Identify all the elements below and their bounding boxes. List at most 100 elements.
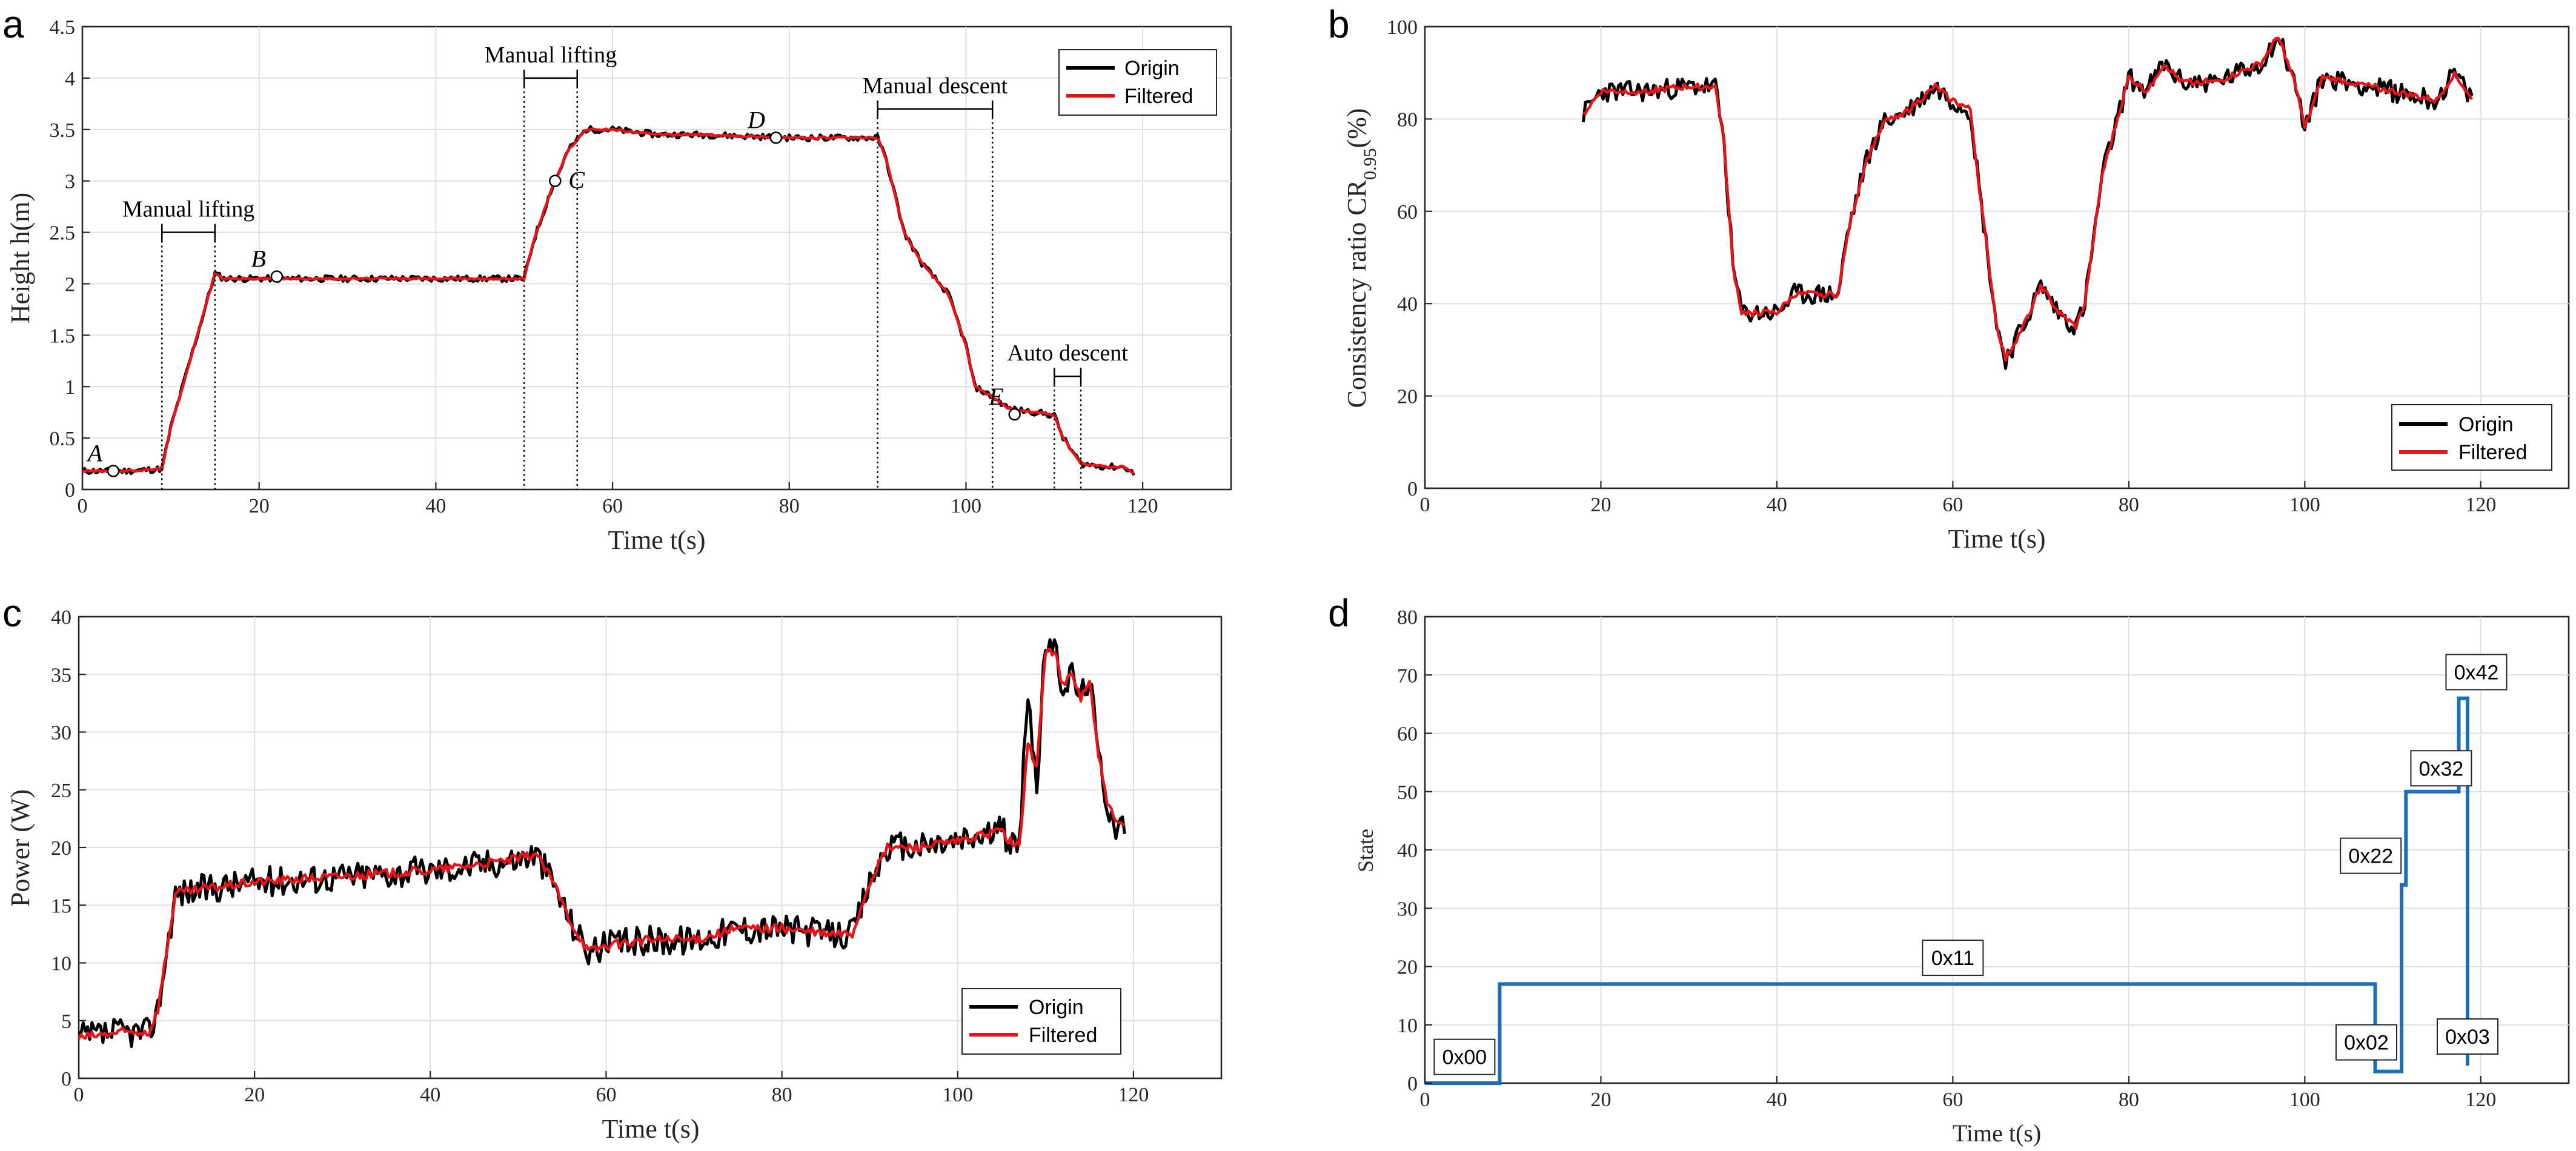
tick-label-y-a: 4.5 (50, 16, 76, 39)
state-label-4: 0x32 (2419, 757, 2464, 780)
state-label-box-3 (2340, 837, 2402, 874)
tick-label-y-b: 60 (1397, 201, 1418, 224)
series-line-state-d (1425, 696, 2469, 1085)
tick-label-x-b: 60 (1942, 494, 1963, 516)
tick-label-y-c: 40 (51, 606, 71, 629)
tick-label-x-d: 40 (1767, 1089, 1787, 1111)
legend-c: Origin Filtered (961, 988, 1121, 1055)
tick-label-x-a: 20 (249, 495, 270, 517)
tick-label-y-d: 60 (1397, 723, 1418, 746)
x-axis-label-a: Time t(s) (608, 525, 706, 555)
state-label-0: 0x00 (1442, 1046, 1487, 1069)
tick-label-x-c: 120 (1118, 1084, 1149, 1106)
state-label-3: 0x22 (2348, 845, 2393, 868)
legend-label-origin-b: Origin (2458, 413, 2514, 436)
tick-label-y-a: 1 (65, 376, 75, 399)
state-label-box-0 (1433, 1038, 1496, 1075)
tick-label-y-c: 5 (61, 1010, 71, 1033)
series-group-c (77, 638, 1126, 1048)
tick-label-y-d: 20 (1397, 957, 1418, 979)
legend-b: Origin Filtered (2391, 404, 2552, 471)
point-marker-d (769, 131, 783, 144)
panel-letter-b: b (1328, 2, 1350, 46)
tick-label-x-b: 120 (2465, 494, 2496, 516)
tick-label-y-b: 80 (1397, 108, 1418, 131)
annotation-text-0: Manual lifting (122, 197, 254, 222)
legend-box-b (2391, 404, 2552, 471)
series-group-d (1425, 696, 2469, 1085)
tick-label-x-d: 80 (2119, 1089, 2139, 1111)
tick-label-y-b: 0 (1407, 478, 1418, 500)
annotation-text-1: Manual lifting (485, 42, 617, 68)
tick-label-x-d: 0 (1420, 1089, 1430, 1111)
tick-label-x-c: 60 (596, 1084, 616, 1106)
tick-label-x-a: 0 (78, 495, 88, 517)
tick-label-y-a: 2.5 (50, 222, 76, 245)
x-axis-label-b: Time t(s) (1948, 524, 2046, 554)
state-label-box-1 (1922, 940, 1984, 977)
panel-letter-c: c (2, 591, 22, 635)
tick-label-x-d: 20 (1590, 1089, 1611, 1111)
x-axis-label-c: Time t(s) (602, 1114, 700, 1144)
tick-label-y-c: 0 (61, 1068, 71, 1090)
tick-label-x-d: 100 (2289, 1089, 2320, 1111)
state-label-box-6 (2436, 1018, 2498, 1055)
grid-b (1425, 27, 2569, 488)
point-label-e: E (988, 383, 1003, 410)
tick-label-y-b: 20 (1397, 386, 1418, 408)
legend-box-c (961, 988, 1121, 1055)
y-axis-label-d: State (1353, 829, 1378, 872)
point-label-a: A (86, 439, 103, 466)
annotation-text-2: Manual descent (863, 73, 1008, 99)
state-labels-d: 0x00 0x11 0x02 0x22 0x32 0x42 0x03 (1433, 654, 2508, 1075)
point-marker-b (270, 270, 284, 283)
legend-label-origin-a: Origin (1124, 57, 1180, 80)
point-label-b: B (251, 245, 265, 273)
y-axis-label-b-text: Consistency ratio CR (1342, 179, 1372, 408)
tick-label-x-a: 40 (425, 495, 446, 517)
y-axis-label-b-unit: (%) (1342, 108, 1372, 148)
point-marker-c (549, 174, 562, 187)
series-group-b (1581, 36, 2474, 370)
state-label-6: 0x03 (2445, 1026, 2490, 1049)
tick-label-y-c: 35 (51, 664, 71, 686)
legend-a: Origin Filtered (1058, 49, 1217, 116)
x-axis-label-d: Time t(s) (1953, 1119, 2041, 1147)
ticks-b: 0 20 40 60 80 100 120 0 20 40 60 80 100 (1387, 16, 2496, 516)
panel-d: d 0x00 0x11 0x02 0x22 0x32 0x42 0x03 0 20 40 60 80… (1328, 591, 2570, 1147)
y-axis-label-b-subscript: 0.95 (1360, 148, 1380, 181)
y-axis-label-a: Height h(m) (5, 193, 35, 323)
legend-box-a (1058, 49, 1217, 116)
tick-label-y-d: 40 (1397, 840, 1418, 862)
tick-label-y-a: 3 (65, 171, 75, 193)
tick-label-y-d: 70 (1397, 665, 1418, 687)
annotation-text-3: Auto descent (1007, 340, 1128, 366)
tick-label-y-a: 2 (65, 273, 75, 296)
plot-area-b (1424, 25, 2570, 489)
tick-label-y-a: 4 (65, 68, 75, 90)
tick-label-x-c: 40 (420, 1084, 440, 1106)
tick-label-y-d: 50 (1397, 781, 1418, 804)
tick-label-x-b: 100 (2289, 494, 2320, 516)
tick-label-y-a: 3.5 (50, 119, 76, 142)
tick-label-y-a: 1.5 (50, 325, 76, 347)
state-label-box-5 (2445, 654, 2508, 691)
legend-label-filtered-a: Filtered (1124, 85, 1193, 108)
tick-label-y-b: 40 (1397, 293, 1418, 316)
state-label-box-4 (2410, 750, 2472, 787)
tick-label-y-a: 0 (65, 479, 75, 502)
series-line-filtered-a (82, 127, 1135, 476)
tick-label-x-b: 80 (2119, 494, 2139, 516)
tick-label-x-a: 80 (779, 495, 800, 517)
tick-label-x-a: 100 (951, 495, 981, 517)
y-axis-label-c: Power (W) (5, 789, 35, 907)
series-line-filtered-c (77, 648, 1126, 1040)
panel-letter-d: d (1328, 591, 1350, 635)
ticks-c: 0 20 40 60 80 100 120 0 5 10 15 20 25 30 35 40 (51, 606, 1149, 1106)
ticks-d: 0 20 40 60 80 100 120 0 10 20 30 40 50 60 70 80 (1397, 606, 2496, 1111)
point-marker-e (1008, 408, 1021, 421)
